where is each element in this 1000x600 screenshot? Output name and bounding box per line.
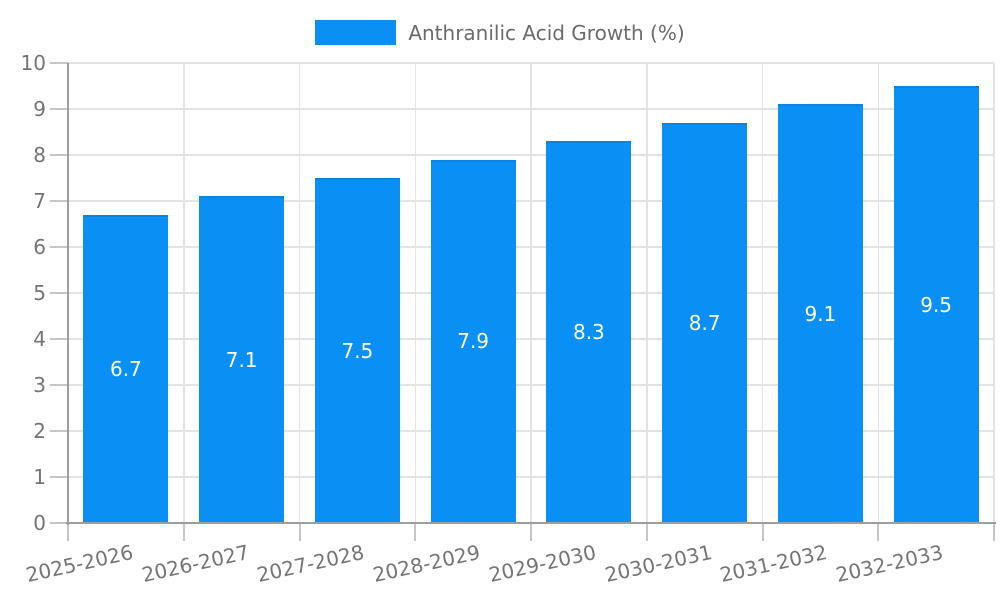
y-axis-tick-label: 3 [33,373,46,397]
bar-value-label: 7.1 [225,347,258,372]
y-axis-tick-label: 7 [33,189,46,213]
bar-value-label: 9.5 [920,292,953,317]
bar[interactable] [662,122,748,523]
x-axis-tick-label: 2026-2027 [139,540,251,588]
bar-value-label: 8.7 [688,310,721,335]
x-axis-tick [298,523,301,541]
x-axis-line [66,522,996,524]
y-axis-tick-label: 0 [33,511,46,535]
y-axis-tick [50,200,68,202]
x-axis-tick [877,523,880,541]
bar[interactable] [777,104,863,523]
x-axis-tick-label: 2031-2032 [717,540,830,588]
y-axis-tick [50,62,68,64]
x-axis-tick [414,523,417,541]
y-axis-tick-label: 9 [33,97,46,121]
y-axis-tick-label: 5 [33,281,46,305]
bar-value-label: 7.5 [341,338,374,363]
y-axis-tick [50,522,68,524]
x-axis-tick-label: 2025-2026 [23,540,136,588]
y-axis-tick [50,108,68,110]
x-axis-tick [67,523,69,541]
chart-legend[interactable]: Anthranilic Acid Growth (%) [0,20,1000,45]
y-axis-tick [50,430,68,432]
gridline-vertical [646,63,648,523]
y-axis-tick [50,476,68,478]
y-axis-tick-label: 2 [33,419,46,443]
y-axis-tick-label: 4 [33,327,46,351]
x-axis-tick-label: 2027-2028 [254,540,367,588]
x-axis-tick-label: 2028-2029 [370,540,483,588]
x-axis-tick [645,523,648,541]
y-axis-tick [50,338,68,340]
bar[interactable] [314,178,400,523]
gridline-vertical [530,63,532,523]
bar[interactable] [893,86,979,523]
bar-value-label: 8.3 [572,320,605,345]
x-axis-tick [182,523,185,541]
gridline-vertical [183,63,185,523]
bar[interactable] [430,159,516,523]
y-axis-tick [50,384,68,386]
y-axis-tick-label: 10 [20,51,46,75]
x-axis-tick [530,523,532,541]
x-axis-tick-label: 2030-2031 [602,540,714,588]
x-axis-tick-label: 2029-2030 [486,540,599,588]
bar[interactable] [199,196,285,523]
gridline-vertical [298,63,301,523]
x-axis-tick [993,523,995,541]
bar-value-label: 7.9 [457,329,490,354]
gridline-vertical [877,63,879,523]
y-axis-tick [50,292,68,294]
bar-value-label: 9.1 [804,301,837,326]
y-axis-tick-label: 8 [33,143,46,167]
bar[interactable] [83,214,169,523]
legend-swatch [315,20,397,45]
y-axis-tick [50,154,68,156]
gridline-vertical [761,63,764,523]
y-axis-line [67,63,69,525]
y-axis-tick-label: 6 [33,235,46,259]
y-axis-tick [50,246,68,248]
gridline-vertical [414,63,416,523]
x-axis-tick [761,523,764,541]
bar[interactable] [546,141,632,523]
x-axis-tick-label: 2032-2033 [833,540,946,588]
legend-label: Anthranilic Acid Growth (%) [408,20,685,45]
bar-value-label: 6.7 [109,356,142,381]
gridline-vertical [993,63,995,523]
y-axis-tick-label: 1 [33,465,46,489]
